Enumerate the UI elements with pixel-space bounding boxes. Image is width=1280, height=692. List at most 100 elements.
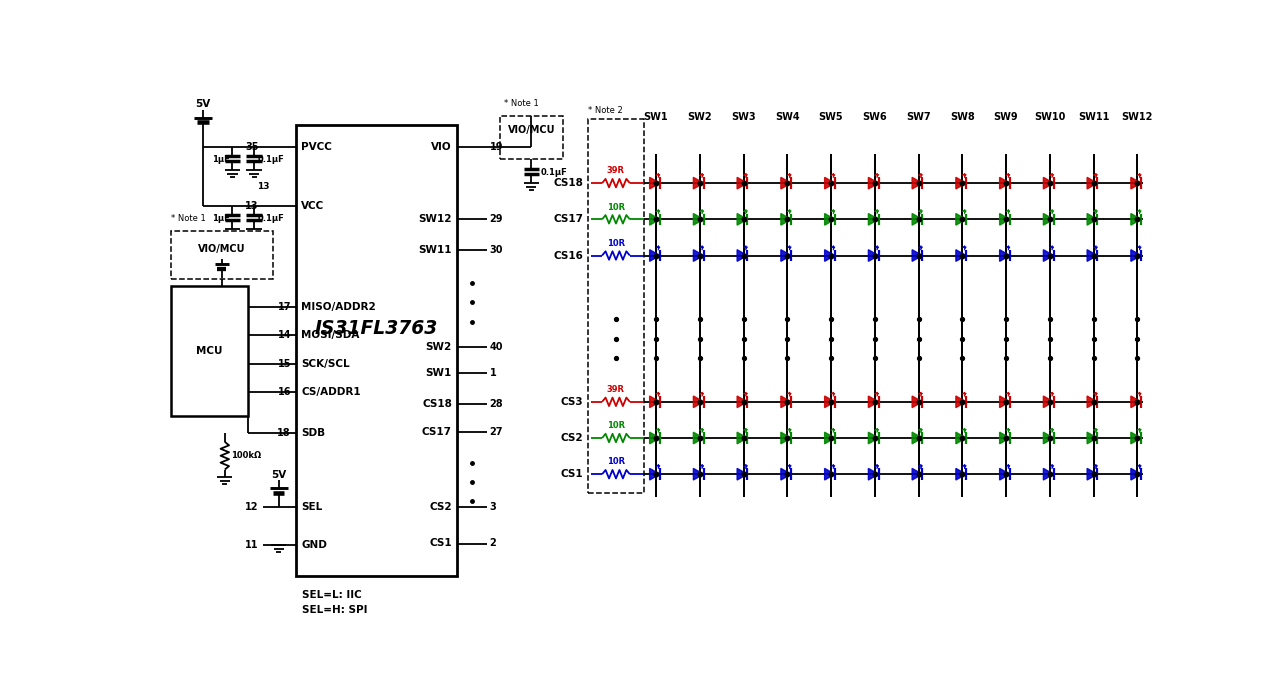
Polygon shape — [1130, 250, 1142, 262]
Text: SW11: SW11 — [1078, 111, 1110, 122]
Polygon shape — [694, 214, 704, 225]
Polygon shape — [913, 177, 923, 189]
Polygon shape — [913, 432, 923, 444]
Polygon shape — [956, 396, 966, 408]
Polygon shape — [1043, 396, 1053, 408]
Polygon shape — [1130, 177, 1142, 189]
Bar — [296, 125, 457, 576]
Polygon shape — [737, 250, 748, 262]
Polygon shape — [824, 214, 835, 225]
Text: SW1: SW1 — [644, 111, 668, 122]
Polygon shape — [824, 250, 835, 262]
Polygon shape — [1087, 214, 1097, 225]
Polygon shape — [1043, 177, 1053, 189]
Text: 39R: 39R — [607, 385, 625, 394]
Polygon shape — [781, 432, 791, 444]
Polygon shape — [1000, 177, 1010, 189]
Polygon shape — [694, 432, 704, 444]
Polygon shape — [956, 250, 966, 262]
Text: CS3: CS3 — [561, 397, 584, 407]
Polygon shape — [650, 250, 660, 262]
Text: SW9: SW9 — [993, 111, 1019, 122]
Polygon shape — [868, 250, 878, 262]
Text: 10R: 10R — [607, 457, 625, 466]
Polygon shape — [694, 468, 704, 480]
Polygon shape — [913, 214, 923, 225]
Polygon shape — [913, 396, 923, 408]
Polygon shape — [868, 468, 878, 480]
Polygon shape — [1000, 214, 1010, 225]
Polygon shape — [1130, 468, 1142, 480]
Text: SEL: SEL — [301, 502, 323, 511]
Text: 10R: 10R — [607, 203, 625, 212]
Polygon shape — [1043, 432, 1053, 444]
Text: SW12: SW12 — [1121, 111, 1153, 122]
Text: GND: GND — [301, 540, 326, 550]
Text: 30: 30 — [490, 245, 503, 255]
Polygon shape — [781, 396, 791, 408]
Text: 2: 2 — [490, 538, 497, 549]
Polygon shape — [868, 432, 878, 444]
Polygon shape — [913, 468, 923, 480]
Text: SW10: SW10 — [1034, 111, 1065, 122]
Text: VIO/MCU: VIO/MCU — [198, 244, 246, 254]
Text: SW11: SW11 — [419, 245, 452, 255]
Text: 13: 13 — [246, 201, 259, 211]
Polygon shape — [694, 396, 704, 408]
Text: CS17: CS17 — [554, 215, 584, 224]
Text: 11: 11 — [246, 540, 259, 550]
Text: SW2: SW2 — [426, 342, 452, 352]
Text: CS17: CS17 — [422, 427, 452, 437]
Polygon shape — [913, 250, 923, 262]
Polygon shape — [956, 214, 966, 225]
Bar — [172, 231, 273, 279]
Polygon shape — [1043, 214, 1053, 225]
Text: SCK/SCL: SCK/SCL — [301, 359, 349, 369]
Polygon shape — [1130, 214, 1142, 225]
Polygon shape — [781, 468, 791, 480]
Polygon shape — [694, 250, 704, 262]
Polygon shape — [1000, 468, 1010, 480]
Polygon shape — [1087, 396, 1097, 408]
Text: 10R: 10R — [607, 421, 625, 430]
Polygon shape — [737, 468, 748, 480]
Text: 12: 12 — [246, 502, 259, 511]
Text: PVCC: PVCC — [301, 142, 332, 152]
Polygon shape — [1087, 432, 1097, 444]
Text: VIO: VIO — [431, 142, 452, 152]
Text: 5V: 5V — [196, 99, 211, 109]
Bar — [499, 116, 563, 158]
Text: CS1: CS1 — [561, 469, 584, 479]
Text: SEL=L: IIC: SEL=L: IIC — [302, 590, 361, 600]
Text: IS31FL3763: IS31FL3763 — [315, 318, 438, 338]
Text: CS/ADDR1: CS/ADDR1 — [301, 388, 361, 397]
Text: 3: 3 — [490, 502, 497, 511]
Text: 100kΩ: 100kΩ — [230, 451, 261, 460]
Polygon shape — [737, 177, 748, 189]
Polygon shape — [868, 214, 878, 225]
Text: SW8: SW8 — [950, 111, 974, 122]
Polygon shape — [868, 177, 878, 189]
Text: CS18: CS18 — [554, 178, 584, 188]
Text: SW3: SW3 — [731, 111, 755, 122]
Text: CS16: CS16 — [554, 251, 584, 260]
Polygon shape — [1043, 250, 1053, 262]
Text: MCU: MCU — [196, 346, 223, 356]
Polygon shape — [650, 468, 660, 480]
Text: 1μF: 1μF — [211, 155, 229, 164]
Text: 1: 1 — [490, 368, 497, 379]
Text: 27: 27 — [490, 427, 503, 437]
Polygon shape — [824, 468, 835, 480]
Polygon shape — [1000, 396, 1010, 408]
Polygon shape — [1043, 468, 1053, 480]
Text: * Note 1: * Note 1 — [172, 215, 206, 224]
Text: 10R: 10R — [607, 239, 625, 248]
Polygon shape — [650, 214, 660, 225]
Text: 35: 35 — [246, 142, 259, 152]
Polygon shape — [1087, 177, 1097, 189]
Text: 0.1μF: 0.1μF — [257, 214, 284, 223]
Text: * Note 1: * Note 1 — [503, 100, 539, 109]
Polygon shape — [1000, 432, 1010, 444]
Polygon shape — [1087, 468, 1097, 480]
Polygon shape — [824, 432, 835, 444]
